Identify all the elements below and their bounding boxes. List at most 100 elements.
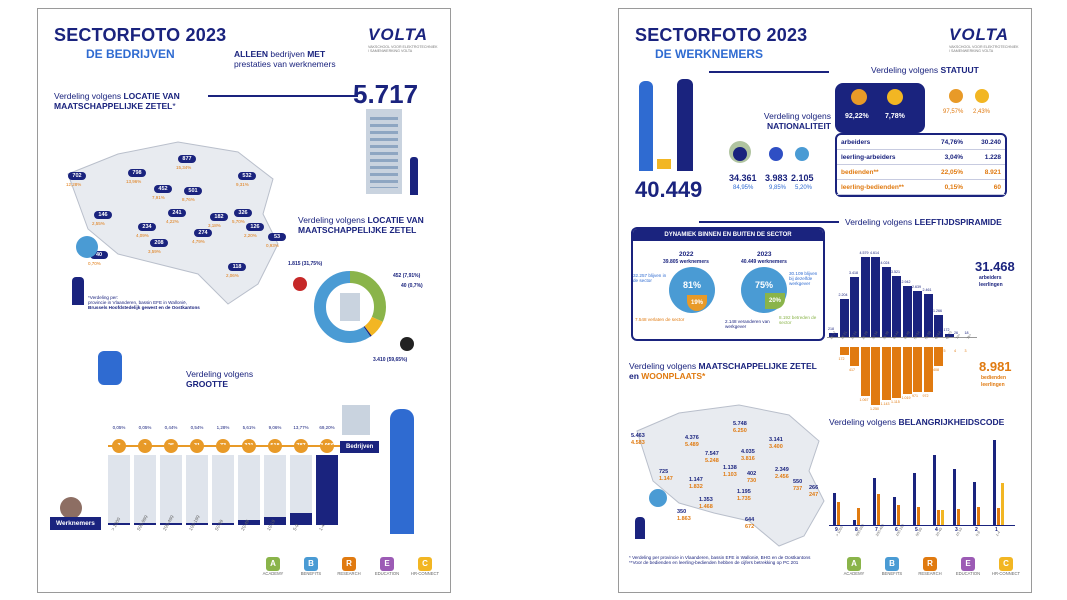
statuut-heading: Verdeling volgens STATUUT xyxy=(871,65,979,75)
bel-bar xyxy=(997,508,1000,525)
footer-icons: A ACADEMY B BENEFITS R RESEARCH E EDUCATION C HR-… xyxy=(258,557,440,576)
age-label-bedienden: 971 xyxy=(912,394,918,398)
age-label-arbeiders: 26 xyxy=(954,331,958,335)
age-label-arbeiders: 218 xyxy=(828,327,834,331)
bel-bar xyxy=(973,482,976,525)
statuut-row: leerling-bedienden** 0,15% 60 xyxy=(837,180,1005,195)
footer-benefits-icon: B xyxy=(885,557,899,571)
dyn-2023-note2: 2.148 veranderen van werkgever xyxy=(725,319,770,329)
map2-value-woonplaats: 4.583 xyxy=(631,440,645,446)
footer-item: E EDUCATION xyxy=(372,557,402,576)
statuut-pct: 3,04% xyxy=(944,153,963,161)
globe-icon xyxy=(649,489,667,507)
size-axis-line xyxy=(108,445,370,447)
bel-bar xyxy=(873,478,876,525)
bel-bar xyxy=(877,494,880,525)
size-pct: 13,77% xyxy=(293,425,309,430)
statuut-table: arbeiders 74,76% 30.240 leerling-arbeiders 3… xyxy=(835,133,1007,197)
bed-total-lbl1: bedienden xyxy=(981,375,1007,381)
footer-label: HR-CONNECT xyxy=(410,571,440,576)
size-pct: 0,05% xyxy=(138,425,152,430)
age-label-bedienden: 1.067 xyxy=(859,398,869,402)
nat-pct: 5,20% xyxy=(795,185,813,191)
map2-value-zetel: 350 xyxy=(677,509,687,515)
bel-bar xyxy=(937,510,940,525)
footer-benefits-icon: B xyxy=(304,557,318,571)
woman-face-icon-2 xyxy=(975,89,989,103)
infographic-page-bedrijven: SECTORFOTO 2023 DE BEDRIJVEN VOLTA VAKSC… xyxy=(37,8,451,593)
dyn-2022-sub: 39.805 werknemers xyxy=(663,259,709,265)
footer-item: B BENEFITS xyxy=(877,557,907,576)
total-companies: 5.717 xyxy=(353,79,419,109)
map2-value-zetel: 644 xyxy=(745,517,755,523)
footer-education-icon: E xyxy=(380,557,394,571)
bel-code: 4 xyxy=(935,527,938,533)
age-label-arbeiders: 3.521 xyxy=(891,270,900,274)
bel-bar xyxy=(957,509,960,525)
person-icon xyxy=(635,517,645,539)
map2-value-woonplaats: 5.248 xyxy=(705,458,719,464)
age-category: 70+ xyxy=(955,333,962,340)
donut-label-wallonie: 452 (7,91%) xyxy=(393,273,421,279)
connector-line-2 xyxy=(699,221,839,223)
statuut-count: 8.921 xyxy=(984,168,1001,176)
age-bar-arbeiders xyxy=(944,334,954,337)
footer-item: C HR-CONNECT xyxy=(991,557,1021,576)
age-label-arbeiders: 1.266 xyxy=(933,309,942,313)
map2-value-woonplaats: 1.832 xyxy=(689,484,703,490)
age-bar-bedienden xyxy=(839,347,849,355)
map-value-pill: 241 xyxy=(168,209,186,217)
age-label-arbeiders: 2.639 xyxy=(912,285,921,289)
map-note: *Verdeling per: provincie in Vlaanderen,… xyxy=(88,295,200,310)
dyn-2022-slice: 19% xyxy=(687,295,707,311)
globe-icon xyxy=(76,236,98,258)
size-bar-bg xyxy=(108,455,130,525)
footer-label: RESEARCH xyxy=(337,571,361,576)
size-bar xyxy=(108,523,130,525)
size-bar-bg xyxy=(160,455,182,525)
map2-value-zetel: 7.547 xyxy=(705,451,719,457)
statuut-pct: 74,76% xyxy=(940,138,963,146)
age-bar-arbeiders xyxy=(871,257,880,337)
statuut-label: arbeiders xyxy=(841,138,871,146)
age-heading: Verdeling volgens LEEFTIJDSPIRAMIDE xyxy=(845,217,1002,227)
size-bar xyxy=(264,517,286,525)
map-value-pill: 532 xyxy=(238,172,256,180)
page-subtitle: DE WERKNEMERS xyxy=(655,47,764,61)
nat-pct: 84,95% xyxy=(733,185,754,191)
size-bar xyxy=(134,523,156,525)
age-bar-arbeiders xyxy=(850,277,859,337)
map-value-pill: 452 xyxy=(154,185,172,193)
bel-code: 1 xyxy=(995,527,998,533)
flag-icon xyxy=(733,147,747,161)
map-value-pill: 182 xyxy=(210,213,228,221)
map2-value-zetel: 4.035 xyxy=(741,449,755,455)
age-label-arbeiders: 4.024 xyxy=(880,261,890,265)
map2-value-woonplaats: 6.250 xyxy=(733,428,747,434)
nat-value: 3.983 xyxy=(765,173,788,183)
flag-icon xyxy=(795,147,809,161)
pct-men-arbeiders: 92,22% xyxy=(845,113,869,120)
map2-value-woonplaats: 1.468 xyxy=(699,504,713,510)
size-bar xyxy=(160,523,182,525)
bel-bar xyxy=(853,520,856,525)
map2-value-zetel: 3.141 xyxy=(769,437,783,443)
dyn-2022-note1: 32.257 blijven in de sector xyxy=(633,273,667,283)
age-label-bedienden: 3 xyxy=(964,349,967,353)
bed-total: 8.981 xyxy=(979,359,1012,374)
map2-value-zetel: 4.376 xyxy=(685,435,699,441)
size-bar-bg xyxy=(290,455,312,525)
size-pct: 0,05% xyxy=(112,425,126,430)
size-bar-bg xyxy=(264,455,286,525)
arb-total-lbl1: arbeiders xyxy=(979,275,1002,281)
bel-category: 1-4 xyxy=(995,530,1002,537)
map-value-pct: 0,70% xyxy=(88,261,101,266)
map2-value-zetel: 5.748 xyxy=(733,421,747,427)
bel-code: 3 xyxy=(955,527,958,533)
volta-logo: VOLTA VAKSCHOOL VOOR ELEKTROTECHNIEK / S… xyxy=(368,25,438,53)
map-value-pct: 2,06% xyxy=(226,273,239,278)
age-label-bedienden: 972 xyxy=(922,394,929,398)
footer-item: E EDUCATION xyxy=(953,557,983,576)
size-pct: 0,44% xyxy=(164,425,178,430)
donut-slice xyxy=(314,271,386,343)
